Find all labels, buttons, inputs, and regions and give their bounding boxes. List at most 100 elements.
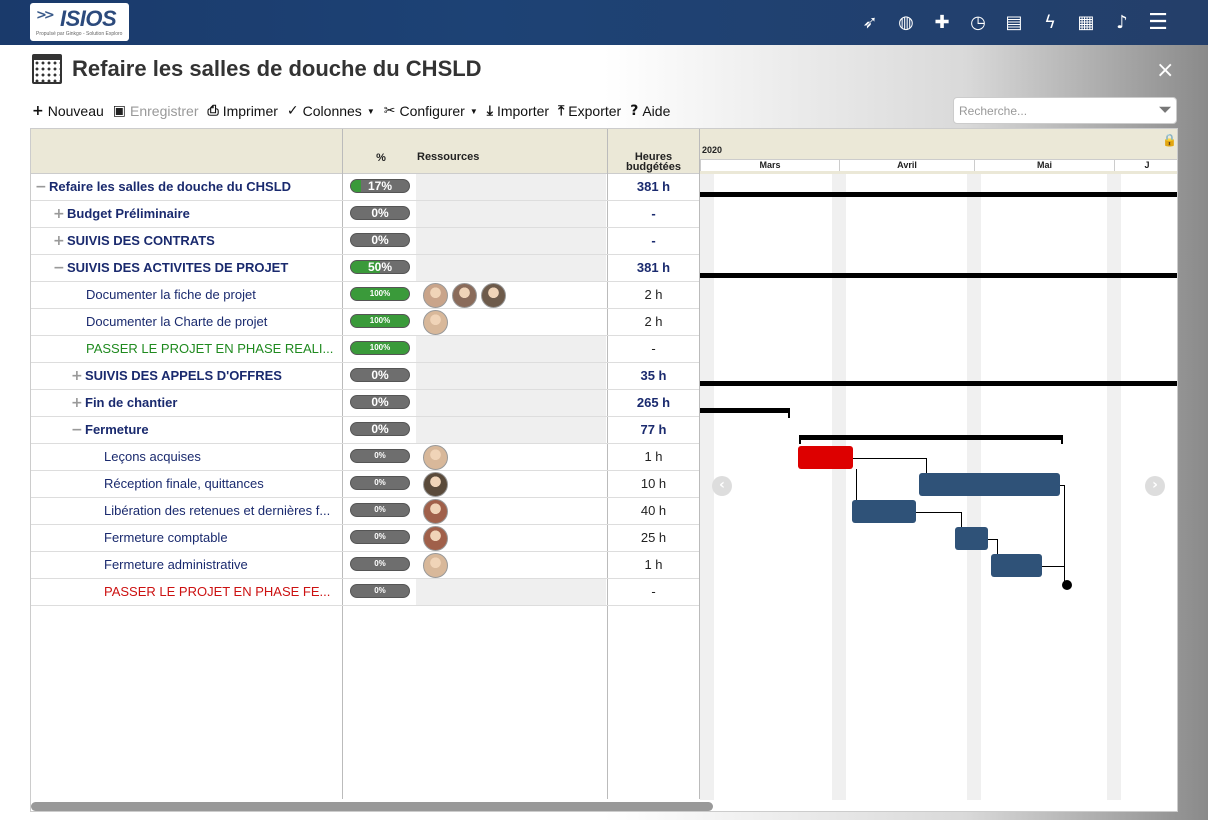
task-name[interactable]: + Budget Préliminaire (31, 201, 341, 228)
task-name[interactable]: PASSER LE PROJET EN PHASE FE... (31, 579, 341, 606)
globe-icon[interactable]: ◍ (898, 11, 914, 33)
table-row[interactable]: + SUIVIS DES APPELS D'OFFRES 0% 35 h (31, 363, 699, 390)
resources-cell[interactable] (416, 417, 606, 444)
search-input[interactable]: Recherche... ⏷ (953, 97, 1177, 124)
puzzle-icon[interactable]: ✚ (934, 11, 950, 33)
help-button[interactable]: ? Aide (630, 101, 670, 121)
resources-cell[interactable] (416, 390, 606, 417)
hamburger-menu-icon[interactable]: ☰ (1148, 9, 1168, 35)
table-row[interactable]: Documenter la Charte de projet 100% 2 h (31, 309, 699, 336)
resources-cell[interactable] (416, 201, 606, 228)
column-divider[interactable] (607, 129, 608, 799)
expand-icon[interactable]: + (71, 368, 83, 384)
table-row[interactable]: + Budget Préliminaire 0% - (31, 201, 699, 228)
header-resources[interactable]: Ressources (417, 151, 480, 163)
horizontal-scrollbar[interactable] (31, 802, 713, 811)
table-row[interactable]: Réception finale, quittances 0% 10 h (31, 471, 699, 498)
table-row[interactable]: + Fin de chantier 0% 265 h (31, 390, 699, 417)
resources-cell[interactable] (416, 255, 606, 282)
table-row[interactable]: + SUIVIS DES CONTRATS 0% - (31, 228, 699, 255)
table-row[interactable]: Documenter la fiche de projet 100% 2 h (31, 282, 699, 309)
avatar[interactable] (423, 445, 448, 470)
resources-cell[interactable] (416, 336, 606, 363)
task-name[interactable]: + SUIVIS DES CONTRATS (31, 228, 341, 255)
gantt-scroll-left-icon[interactable]: ‹ (712, 476, 732, 496)
task-name[interactable]: − SUIVIS DES ACTIVITES DE PROJET (31, 255, 341, 282)
filter-funnel-icon[interactable]: ⏷ (1158, 100, 1172, 120)
task-name[interactable]: + SUIVIS DES APPELS D'OFFRES (31, 363, 341, 390)
columns-dropdown[interactable]: ✓ Colonnes ▼ (287, 101, 375, 121)
bell-icon[interactable]: ♪ (1116, 11, 1128, 33)
collapse-icon[interactable]: − (71, 422, 83, 438)
task-name[interactable]: Libération des retenues et dernières f..… (31, 498, 341, 525)
task-bar-liberation-retenues[interactable] (852, 500, 916, 523)
collapse-icon[interactable]: − (35, 179, 47, 195)
task-name[interactable]: Fermeture administrative (31, 552, 341, 579)
expand-icon[interactable]: + (53, 206, 65, 222)
resources-cell[interactable] (416, 444, 606, 471)
gantt-scroll-right-icon[interactable]: › (1145, 476, 1165, 496)
summary-bar-fin-chantier[interactable] (700, 408, 790, 418)
avatar[interactable] (423, 310, 448, 335)
task-name[interactable]: PASSER LE PROJET EN PHASE REALI... (31, 336, 341, 363)
task-name[interactable]: Documenter la Charte de projet (31, 309, 341, 336)
task-name[interactable]: Documenter la fiche de projet (31, 282, 341, 309)
rocket-icon[interactable]: ➶ (862, 11, 878, 33)
import-button[interactable]: ⤓ Importer (487, 101, 549, 121)
resources-cell[interactable] (416, 498, 606, 525)
bolt-icon[interactable]: ϟ (1044, 11, 1056, 33)
save-button[interactable]: ▣ Enregistrer (113, 101, 199, 121)
table-row[interactable]: Fermeture comptable 0% 25 h (31, 525, 699, 552)
lock-icon[interactable]: 🔒 (1162, 133, 1177, 147)
export-button[interactable]: ⤒ Exporter (558, 101, 621, 121)
table-row[interactable]: PASSER LE PROJET EN PHASE REALI... 100% - (31, 336, 699, 363)
task-name[interactable]: Réception finale, quittances (31, 471, 341, 498)
task-bar-lecons-acquises[interactable] (798, 446, 853, 469)
configure-dropdown[interactable]: ✂ Configurer ▼ (384, 101, 478, 121)
column-divider[interactable] (342, 129, 343, 799)
avatar[interactable] (423, 472, 448, 497)
resources-cell[interactable] (416, 471, 606, 498)
avatar[interactable] (423, 499, 448, 524)
header-percent[interactable]: % (376, 152, 386, 164)
table-row[interactable]: Leçons acquises 0% 1 h (31, 444, 699, 471)
resources-cell[interactable] (416, 363, 606, 390)
resources-cell[interactable] (416, 579, 606, 606)
summary-bar-fermeture[interactable] (799, 435, 1063, 440)
task-bar-fermeture-administrative[interactable] (991, 554, 1042, 577)
resources-cell[interactable] (416, 282, 606, 309)
resources-cell[interactable] (416, 525, 606, 552)
expand-icon[interactable]: + (53, 233, 65, 249)
task-bar-fermeture-comptable[interactable] (955, 527, 988, 550)
table-row[interactable]: − Fermeture 0% 77 h (31, 417, 699, 444)
avatar[interactable] (423, 553, 448, 578)
new-button[interactable]: + Nouveau (32, 101, 104, 121)
summary-bar-appels-offres[interactable] (700, 381, 1177, 386)
collapse-icon[interactable]: − (53, 260, 65, 276)
document-icon[interactable]: ▤ (1005, 11, 1023, 33)
isios-logo[interactable]: >> ISIOS Propulsé par Ginkgo - Solution … (30, 3, 129, 41)
task-bar-reception-finale[interactable] (919, 473, 1060, 496)
task-name[interactable]: − Refaire les salles de douche du CHSLD (31, 174, 341, 201)
task-name[interactable]: Leçons acquises (31, 444, 341, 471)
avatar[interactable] (423, 283, 448, 308)
header-hours[interactable]: Heures budgétées (608, 152, 699, 173)
table-row[interactable]: Libération des retenues et dernières f..… (31, 498, 699, 525)
expand-icon[interactable]: + (71, 395, 83, 411)
summary-bar-project[interactable] (700, 192, 1177, 197)
resources-cell[interactable] (416, 552, 606, 579)
table-row[interactable]: − Refaire les salles de douche du CHSLD 17… (31, 174, 699, 201)
table-row[interactable]: Fermeture administrative 0% 1 h (31, 552, 699, 579)
task-name[interactable]: Fermeture comptable (31, 525, 341, 552)
grid-gantt-splitter[interactable] (699, 129, 700, 799)
summary-bar-suivis-activites[interactable] (700, 273, 1177, 278)
resources-cell[interactable] (416, 228, 606, 255)
table-row[interactable]: − SUIVIS DES ACTIVITES DE PROJET 50% 381 h (31, 255, 699, 282)
task-name[interactable]: + Fin de chantier (31, 390, 341, 417)
task-name[interactable]: − Fermeture (31, 417, 341, 444)
avatar[interactable] (452, 283, 477, 308)
print-button[interactable]: ⎙ Imprimer (207, 101, 277, 121)
close-icon[interactable]: × (1156, 58, 1175, 83)
calendar-icon[interactable]: ▦ (1077, 11, 1095, 33)
stopwatch-icon[interactable]: ◷ (970, 11, 986, 33)
